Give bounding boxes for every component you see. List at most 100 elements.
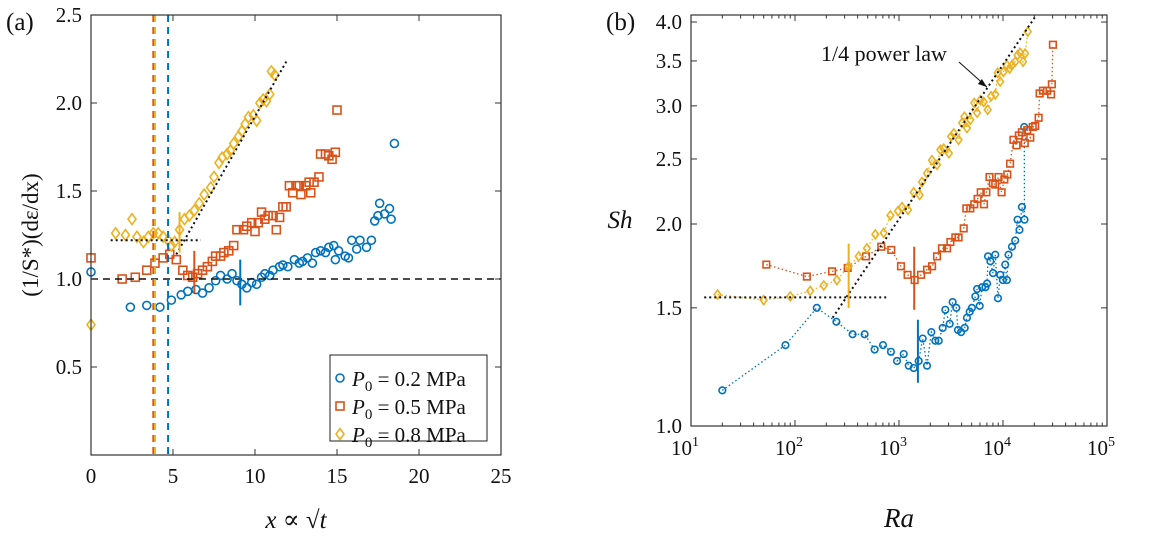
data-point: [713, 288, 722, 301]
data-point: [1004, 250, 1013, 259]
data-point: [959, 224, 968, 233]
data-point: [1012, 141, 1021, 150]
data-point: [366, 235, 377, 246]
data-point: [916, 270, 926, 279]
panel-a: 0 5 10 15 20 25 0.5 1.0 1.5 2.0 2.5: [56, 3, 512, 488]
panel-b-label: (b): [606, 9, 635, 36]
data-point: [269, 68, 280, 82]
x-tick-label: 15: [327, 464, 348, 488]
data-point: [997, 188, 1006, 197]
y-tick-label: 0.5: [56, 355, 82, 379]
data-point: [1046, 90, 1056, 99]
data-point: [927, 154, 937, 166]
data-point: [307, 258, 318, 268]
data-point: [938, 323, 947, 333]
data-point: [379, 209, 390, 219]
data-point: [946, 130, 956, 143]
data-point: [967, 303, 976, 312]
data-point: [1002, 275, 1011, 285]
series-1: [762, 40, 1058, 285]
y-tick-label: 4.0: [656, 10, 682, 34]
data-point: [819, 279, 829, 292]
data-point: [960, 323, 969, 333]
data-point: [1015, 46, 1025, 59]
data-point: [887, 245, 896, 254]
data-point: [922, 361, 932, 370]
data-point: [969, 97, 979, 109]
fit-dotted-line: [175, 58, 289, 255]
data-point: [892, 356, 902, 366]
data-point: [937, 244, 947, 253]
y-tick-label: 2.0: [56, 91, 82, 115]
panel-a-label: (a): [6, 9, 34, 36]
data-point: [991, 250, 1000, 259]
data-point: [1003, 170, 1012, 179]
x-tick-label: 102: [775, 435, 803, 460]
x-tick-label: 101: [671, 435, 699, 460]
series-1: [86, 105, 342, 284]
data-point: [972, 106, 982, 119]
data-point: [164, 249, 175, 260]
x-tick-label: 0: [86, 464, 97, 488]
data-point: [274, 212, 285, 223]
data-point: [982, 188, 991, 197]
data-point: [343, 253, 354, 263]
data-point: [296, 189, 306, 200]
data-point: [861, 252, 871, 261]
y-tick-label: 1.0: [56, 267, 82, 291]
data-point: [854, 250, 864, 263]
data-point: [862, 242, 872, 255]
data-point: [983, 103, 993, 116]
data-point: [1034, 113, 1043, 122]
panel-b: 101 102 103 104 105 1.0 1.5 2.0 2.5 3.0 3.5 4.0: [656, 10, 1115, 460]
data-point: [941, 305, 950, 314]
data-point: [1011, 236, 1020, 245]
data-point: [979, 96, 988, 108]
data-point: [223, 246, 234, 256]
data-point: [384, 203, 395, 214]
data-point: [141, 265, 152, 276]
legend-box: [329, 354, 488, 442]
data-point: [328, 240, 339, 251]
data-point: [127, 212, 137, 226]
panel-a-ylabel: (1/S*)(dε/dx): [18, 173, 43, 296]
data-point: [932, 159, 942, 171]
data-point: [351, 244, 362, 254]
data-point: [877, 242, 886, 251]
y-tick-label: 1.5: [56, 179, 82, 203]
data-point: [1013, 49, 1022, 61]
data-point: [878, 340, 888, 350]
data-point: [998, 275, 1008, 285]
data-point: [251, 279, 262, 290]
data-point: [1017, 202, 1027, 212]
data-point: [1031, 121, 1040, 131]
data-point: [991, 180, 1000, 189]
data-point: [294, 180, 305, 191]
data-point: [871, 228, 880, 241]
data-point: [917, 176, 927, 188]
y-tick-label: 2.5: [56, 3, 82, 27]
panel-b-ylabel: Sh: [608, 207, 633, 234]
data-point: [197, 288, 208, 298]
data-point: [897, 201, 907, 213]
data-point: [333, 246, 344, 256]
data-point: [130, 272, 141, 283]
data-point: [361, 242, 372, 253]
data-point: [979, 200, 989, 209]
data-point: [323, 242, 334, 253]
data-point: [976, 188, 985, 197]
power-law-annotation: 1/4 power law: [821, 41, 947, 66]
data-point: [973, 284, 982, 294]
y-tick-label: 1.0: [656, 414, 682, 438]
series-0: [718, 122, 1029, 395]
data-point: [246, 217, 257, 228]
x-tick-label: 10: [245, 464, 266, 488]
data-point: [954, 233, 963, 242]
data-point: [986, 257, 995, 266]
data-point: [330, 147, 341, 158]
y-tick-label: 3.0: [656, 94, 682, 118]
data-point: [199, 187, 210, 202]
data-point: [219, 247, 229, 258]
data-point: [966, 113, 975, 126]
